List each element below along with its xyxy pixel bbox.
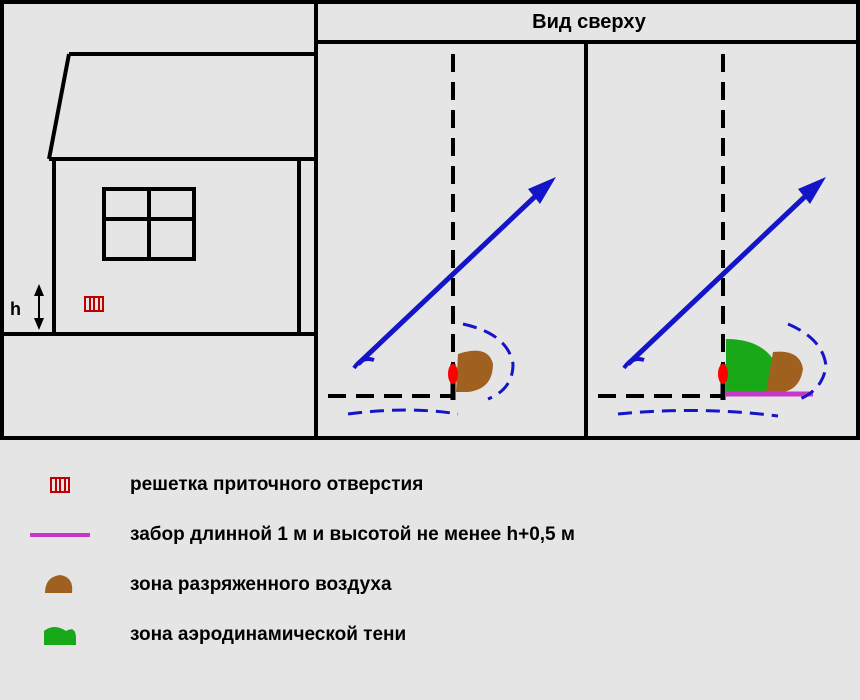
legend-shadow-label: зона аэродинамической тени [130,624,406,646]
topview-no-fence [318,44,584,440]
legend-row-grille: решетка приточного отверстия [30,470,575,500]
legend-row-rarefied: зона разряженного воздуха [30,570,575,600]
house-side-panel: h [4,4,314,440]
legend: решетка приточного отверстия забор длинн… [30,470,575,670]
legend-grille-icon [30,470,90,500]
grille-on-wall [84,296,104,312]
house-svg [4,4,314,440]
legend-row-fence: забор длинной 1 м и высотой не менее h+0… [30,520,575,550]
legend-fence-icon [30,520,90,550]
header-box: Вид сверху [314,4,860,44]
main-frame: Вид сверху h [0,0,860,440]
header-title: Вид сверху [532,11,646,34]
topview1-svg [318,44,584,440]
legend-grille-label: решетка приточного отверстия [130,474,423,496]
legend-row-shadow: зона аэродинамической тени [30,620,575,650]
topview2-svg [588,44,860,440]
legend-rarefied-icon [30,570,90,600]
legend-fence-label: забор длинной 1 м и высотой не менее h+0… [130,524,575,546]
height-label: h [10,299,21,320]
topview-with-fence [588,44,860,440]
legend-shadow-icon [30,620,90,650]
legend-rarefied-label: зона разряженного воздуха [130,574,392,596]
